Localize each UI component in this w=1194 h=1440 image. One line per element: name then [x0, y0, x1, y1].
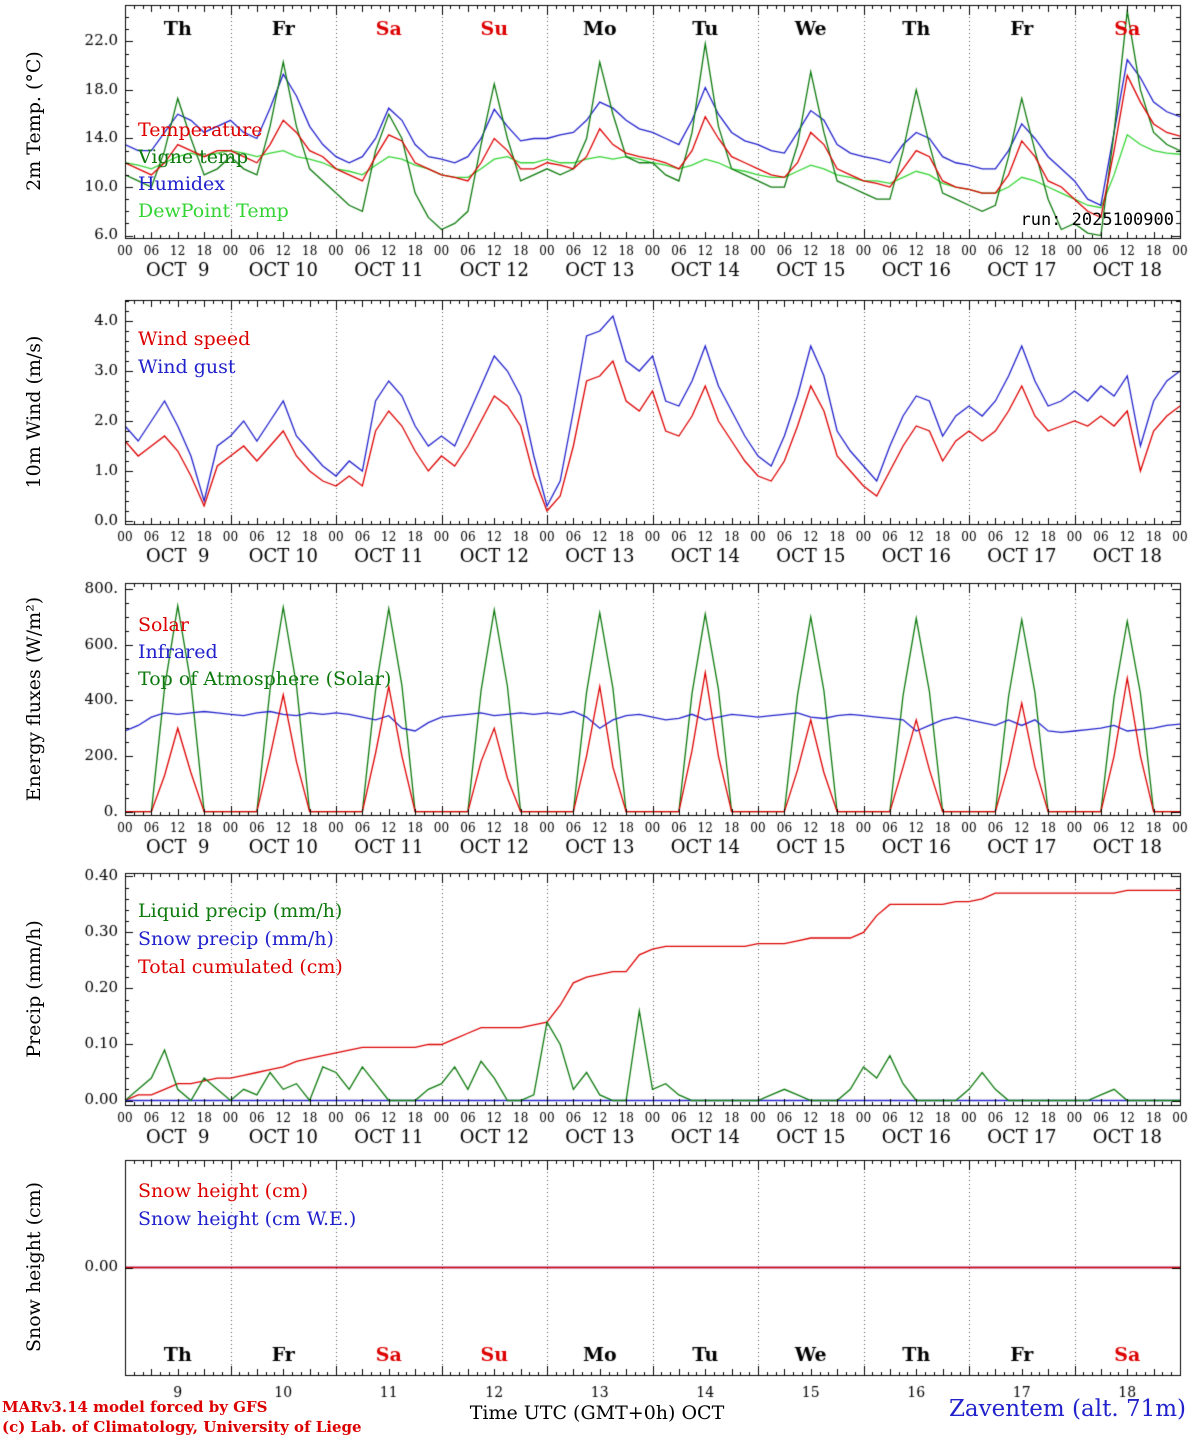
legend-solar: Solar [138, 614, 189, 636]
legend-total-cumulated: Total cumulated (cm) [138, 956, 343, 978]
legend-temperature: Temperature [138, 119, 263, 141]
legend-toa: Top of Atmosphere (Solar) [138, 668, 392, 690]
run-label: run: 2025100900 [1020, 210, 1174, 230]
ylabel-temperature: 2m Temp. (°C) [23, 51, 45, 191]
ylabel-precip: Precip (mm/h) [23, 920, 45, 1058]
legend-humidex: Humidex [138, 173, 226, 195]
legend-snow-precip: Snow precip (mm/h) [138, 928, 334, 950]
credit-line-1: MARv3.14 model forced by GFS [2, 1398, 268, 1416]
legend-wind-gust: Wind gust [138, 356, 236, 378]
legend-dewpoint-temp: DewPoint Temp [138, 200, 289, 222]
legend-infrared: Infrared [138, 641, 218, 663]
legend-liquid-precip: Liquid precip (mm/h) [138, 900, 343, 922]
ylabel-wind: 10m Wind (m/s) [23, 335, 45, 489]
station-label: Zaventem (alt. 71m) [948, 1396, 1186, 1422]
credit-line-2: (c) Lab. of Climatology, University of L… [2, 1418, 362, 1436]
ylabel-snow-height: Snow height (cm) [23, 1181, 45, 1353]
legend-wind-speed: Wind speed [138, 328, 251, 350]
legend-snow-height: Snow height (cm) [138, 1180, 309, 1202]
legend-vigne-temp: Vigne temp [138, 146, 249, 168]
time-axis-label: Time UTC (GMT+0h) OCT [469, 1402, 725, 1424]
legend-snow-height-we: Snow height (cm W.E.) [138, 1208, 357, 1230]
ylabel-energy: Energy fluxes (W/m²) [23, 596, 45, 802]
